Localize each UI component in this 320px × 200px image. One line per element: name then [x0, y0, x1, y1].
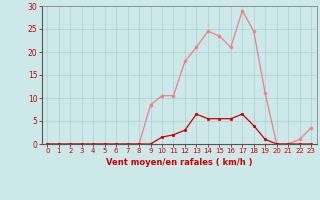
- X-axis label: Vent moyen/en rafales ( km/h ): Vent moyen/en rafales ( km/h ): [106, 158, 252, 167]
